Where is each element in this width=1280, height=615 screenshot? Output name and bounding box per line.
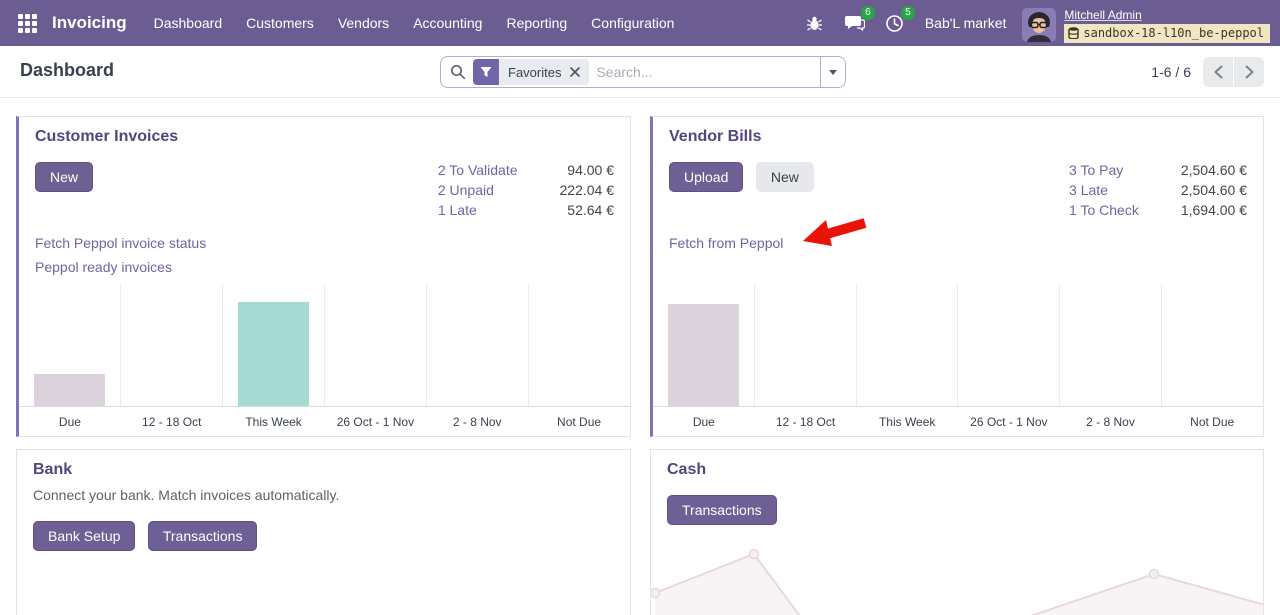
customer-invoices-chart bbox=[19, 284, 630, 406]
activities-icon bbox=[886, 14, 904, 32]
customer-invoices-stats[interactable]: 2 To Validate 94.00 € 2 Unpaid 222.04 € … bbox=[438, 162, 614, 218]
control-panel: Dashboard Favorites bbox=[0, 46, 1280, 98]
bug-icon bbox=[807, 16, 823, 31]
bank-setup-button[interactable]: Bank Setup bbox=[33, 521, 136, 551]
menu-item-accounting[interactable]: Accounting bbox=[413, 15, 483, 31]
filter-icon bbox=[473, 59, 499, 85]
customer-invoices-chart-labels: Due 12 - 18 Oct This Week 26 Oct - 1 Nov… bbox=[19, 406, 630, 436]
cash-transactions-button[interactable]: Transactions bbox=[667, 495, 777, 525]
messages-button[interactable]: 6 bbox=[841, 6, 875, 37]
customer-new-button[interactable]: New bbox=[35, 162, 94, 192]
search-bar[interactable]: Favorites bbox=[440, 56, 846, 88]
vendor-new-button[interactable]: New bbox=[755, 162, 814, 192]
chart-label: Not Due bbox=[1190, 414, 1235, 429]
cash-title: Cash bbox=[667, 461, 707, 478]
chart-bar-due[interactable] bbox=[34, 374, 105, 406]
chart-label: Due bbox=[58, 414, 81, 429]
database-badge: sandbox-18-l10n_be-peppol bbox=[1064, 23, 1270, 43]
app-name[interactable]: Invoicing bbox=[52, 13, 127, 32]
stat-label: 1 Late bbox=[437, 202, 477, 218]
menu-item-customers[interactable]: Customers bbox=[246, 15, 314, 31]
pager-prev-icon bbox=[1214, 65, 1222, 79]
search-dropdown-toggle[interactable] bbox=[820, 57, 845, 87]
pager: 1-6 / 6 bbox=[1151, 56, 1264, 88]
chart-label: This Week bbox=[878, 414, 936, 429]
vendor-bills-chart bbox=[653, 284, 1263, 406]
user-name[interactable]: Mitchell Admin bbox=[1064, 7, 1142, 22]
dashboard-content: Customer Invoices New 2 To Validate 94.0… bbox=[0, 98, 1280, 615]
fetch-peppol-status-link[interactable]: Fetch Peppol invoice status bbox=[35, 235, 207, 251]
messages-count-badge: 6 bbox=[860, 6, 875, 20]
stat-label: 2 Unpaid bbox=[437, 182, 494, 198]
vendor-bills-title: Vendor Bills bbox=[669, 128, 762, 145]
search-input[interactable] bbox=[596, 64, 816, 80]
chart-label: 12 - 18 Oct bbox=[142, 414, 202, 429]
dropdown-caret-icon bbox=[829, 69, 837, 75]
pager-next-icon bbox=[1245, 65, 1253, 79]
vendor-bills-card: Vendor Bills Upload New 3 To Pay 2,504.6… bbox=[650, 116, 1264, 437]
page-title: Dashboard bbox=[20, 60, 115, 80]
database-icon bbox=[1068, 27, 1080, 39]
top-navbar: Invoicing Dashboard Customers Vendors Ac… bbox=[0, 0, 1280, 46]
company-switcher[interactable]: Bab'L market bbox=[924, 15, 1007, 31]
chart-label: 26 Oct - 1 Nov bbox=[970, 414, 1048, 429]
chart-label: 26 Oct - 1 Nov bbox=[336, 414, 415, 429]
stat-amount: 1,694.00 € bbox=[1180, 202, 1247, 218]
messages-icon bbox=[844, 16, 865, 32]
remove-filter-icon[interactable] bbox=[570, 67, 581, 77]
apps-grid-icon bbox=[17, 13, 37, 33]
bank-subtitle: Connect your bank. Match invoices automa… bbox=[33, 487, 340, 503]
stat-label: 1 To Check bbox=[1069, 202, 1139, 218]
stat-amount: 94.00 € bbox=[567, 162, 614, 178]
stat-amount: 2,504.60 € bbox=[1180, 182, 1247, 198]
chart-label: Not Due bbox=[557, 414, 602, 429]
pager-next-button[interactable] bbox=[1234, 57, 1264, 87]
favorites-chip-label: Favorites bbox=[508, 64, 562, 80]
stat-amount: 52.64 € bbox=[567, 202, 614, 218]
vendor-upload-button[interactable]: Upload bbox=[669, 162, 744, 192]
pager-prev-button[interactable] bbox=[1203, 57, 1233, 87]
chart-bar-this-week[interactable] bbox=[238, 302, 309, 406]
customer-invoices-card: Customer Invoices New 2 To Validate 94.0… bbox=[16, 116, 631, 437]
fetch-from-peppol-link[interactable]: Fetch from Peppol bbox=[669, 235, 784, 251]
customer-invoices-title: Customer Invoices bbox=[35, 128, 179, 145]
activities-button[interactable]: 5 bbox=[881, 6, 915, 37]
chart-label: 12 - 18 Oct bbox=[775, 414, 836, 429]
activities-count-badge: 5 bbox=[900, 6, 915, 20]
debug-button[interactable] bbox=[801, 9, 829, 37]
stat-label: 3 Late bbox=[1069, 182, 1108, 198]
favorites-filter-chip[interactable]: Favorites bbox=[473, 59, 590, 85]
search-icon bbox=[450, 64, 466, 80]
menu-item-vendors[interactable]: Vendors bbox=[337, 15, 390, 31]
chart-bar-due[interactable] bbox=[668, 303, 739, 406]
chart-label: 2 - 8 Nov bbox=[452, 414, 502, 429]
chart-label: This Week bbox=[245, 414, 302, 429]
menu-item-dashboard[interactable]: Dashboard bbox=[153, 15, 223, 31]
main-menu: Dashboard Customers Vendors Accounting R… bbox=[143, 8, 686, 38]
user-menu[interactable]: Mitchell Admin sandbox-18-l10n_be-peppol bbox=[1022, 4, 1270, 43]
database-name: sandbox-18-l10n_be-peppol bbox=[1083, 25, 1264, 40]
bank-card: Bank Connect your bank. Match invoices a… bbox=[16, 449, 631, 615]
apps-menu-button[interactable] bbox=[10, 6, 44, 40]
chart-label: Due bbox=[692, 414, 715, 429]
stat-amount: 2,504.60 € bbox=[1180, 162, 1247, 178]
cash-card: Cash Transactions bbox=[650, 449, 1264, 615]
stat-label: 2 To Validate bbox=[437, 162, 518, 178]
bank-transactions-button[interactable]: Transactions bbox=[147, 521, 258, 551]
avatar bbox=[1022, 7, 1057, 42]
menu-item-reporting[interactable]: Reporting bbox=[506, 15, 568, 31]
stat-label: 3 To Pay bbox=[1069, 162, 1124, 178]
vendor-bills-chart-labels: Due 12 - 18 Oct This Week 26 Oct - 1 Nov… bbox=[653, 406, 1263, 436]
menu-item-configuration[interactable]: Configuration bbox=[591, 15, 675, 31]
chart-label: 2 - 8 Nov bbox=[1086, 414, 1135, 429]
peppol-ready-invoices-link[interactable]: Peppol ready invoices bbox=[35, 259, 172, 275]
stat-amount: 222.04 € bbox=[559, 182, 615, 198]
bank-title: Bank bbox=[33, 461, 73, 478]
pager-text: 1-6 / 6 bbox=[1151, 64, 1191, 80]
vendor-bills-stats[interactable]: 3 To Pay 2,504.60 € 3 Late 2,504.60 € 1 … bbox=[1069, 162, 1247, 218]
